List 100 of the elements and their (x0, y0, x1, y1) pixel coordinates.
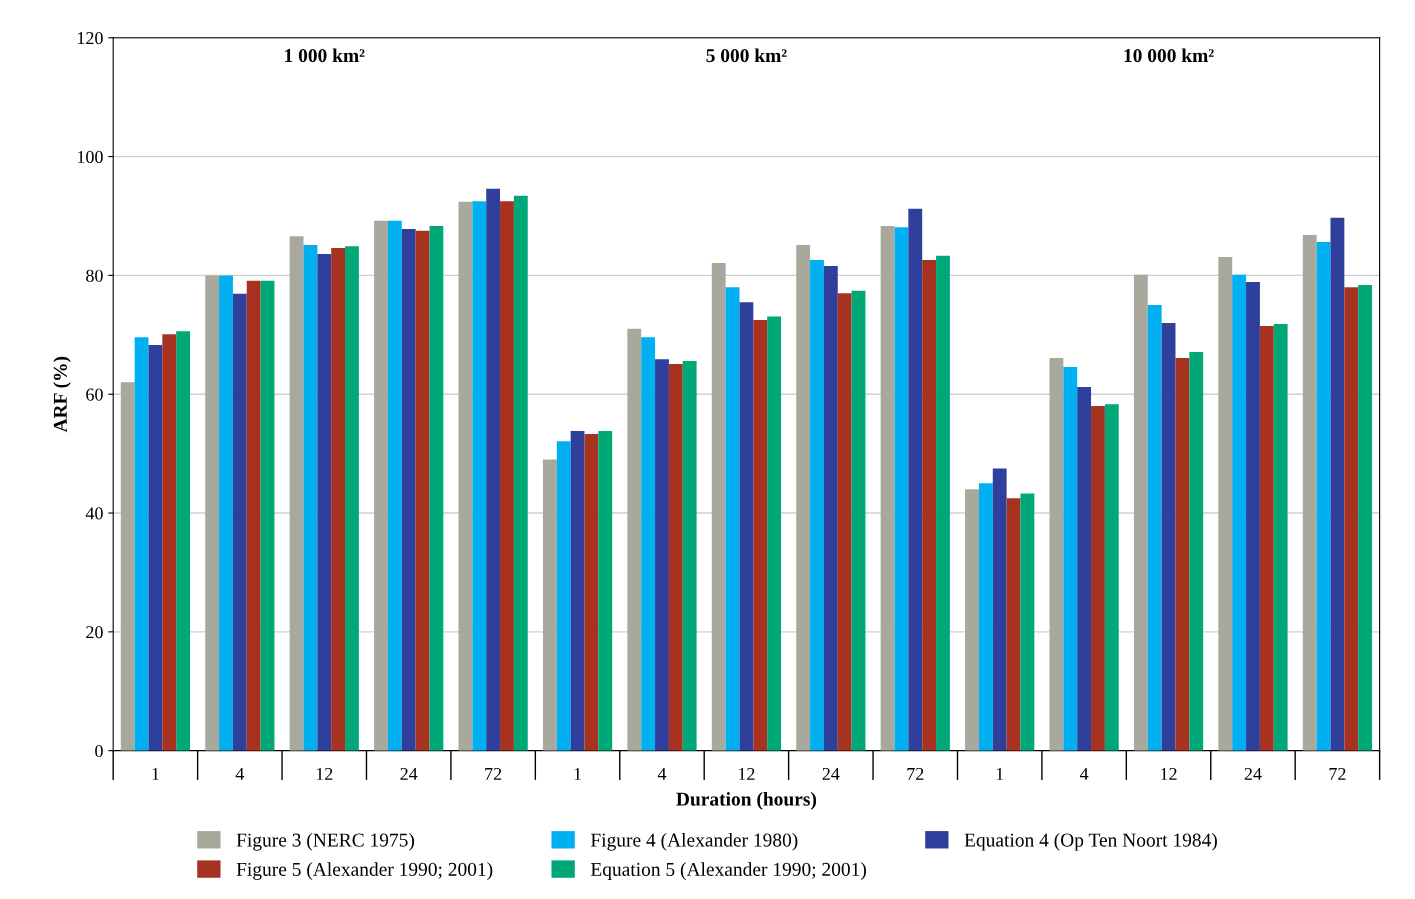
bar (1358, 284, 1373, 751)
bar (1232, 274, 1247, 751)
x-tick-label: 12 (1161, 767, 1177, 780)
legend-label: Equation 5 (Alexander 1990; 2001) (590, 862, 866, 880)
x-tick-label: 72 (485, 767, 502, 780)
bar (148, 344, 163, 751)
bar (429, 226, 444, 751)
bar (317, 254, 332, 751)
annotation: 1 000 km² (285, 48, 365, 63)
bar (767, 316, 782, 751)
bar (1316, 242, 1331, 751)
bar (331, 248, 346, 751)
bar (584, 434, 599, 751)
bar (965, 489, 979, 751)
bar (936, 255, 950, 751)
bar (810, 259, 824, 751)
bar (162, 334, 177, 751)
x-axis-title: Duration (hours) (676, 792, 817, 810)
bar (1175, 357, 1190, 751)
x-tick-label: 1 (574, 767, 581, 780)
bar (796, 245, 811, 751)
bar (1006, 498, 1021, 751)
bar (668, 363, 683, 751)
x-tick-label: 4 (657, 767, 667, 780)
bar (176, 331, 191, 751)
bar (1104, 404, 1119, 751)
bar (1259, 325, 1274, 751)
bar (682, 360, 697, 751)
bar (120, 382, 135, 751)
y-tick-label: 120 (77, 32, 103, 45)
y-tick-label: 60 (86, 388, 103, 401)
bar (655, 359, 669, 751)
x-tick-label: 4 (235, 767, 245, 780)
bar (880, 226, 895, 751)
bar (486, 188, 501, 751)
bar (1133, 274, 1148, 751)
bar (345, 246, 359, 751)
bar (542, 459, 557, 751)
bar (513, 195, 528, 751)
bar (739, 302, 754, 751)
bar (387, 220, 402, 751)
x-tick-label: 24 (400, 767, 418, 780)
y-tick-label: 20 (86, 626, 103, 639)
bar (978, 483, 993, 751)
bar (725, 287, 740, 751)
bar (374, 220, 388, 751)
bar (711, 262, 726, 751)
x-tick-label: 24 (1244, 767, 1262, 780)
bar (1273, 324, 1288, 751)
bar (641, 337, 656, 751)
bar (556, 441, 571, 751)
bar (415, 230, 430, 751)
bar (823, 265, 838, 751)
bar (246, 280, 261, 751)
bar (908, 208, 923, 751)
legend-label: Equation 4 (Op Ten Noort 1984) (964, 832, 1217, 851)
bar (851, 290, 866, 751)
y-axis-title: ARF (%) (53, 356, 71, 433)
y-tick-label: 0 (95, 744, 103, 758)
bar (289, 236, 304, 751)
bar (1218, 256, 1233, 751)
x-tick-label: 4 (1079, 767, 1089, 780)
bar (1091, 406, 1105, 751)
bar (1302, 235, 1317, 751)
bar (894, 227, 909, 751)
x-tick-label: 72 (1329, 767, 1346, 780)
bar (232, 293, 247, 751)
bar (401, 229, 416, 751)
bar (837, 293, 852, 751)
bar (922, 259, 937, 751)
x-tick-label: 1 (996, 767, 1004, 780)
bar (1063, 366, 1078, 751)
bar (1147, 305, 1162, 751)
x-tick-label: 1 (152, 767, 159, 780)
bar (458, 201, 473, 751)
bar (303, 245, 318, 751)
bar (205, 275, 220, 751)
bar (1077, 387, 1092, 751)
y-tick-label: 100 (77, 150, 103, 164)
bar (627, 328, 642, 751)
annotation: 5 000 km² (706, 48, 787, 63)
bar (1020, 493, 1035, 751)
x-tick-label: 12 (316, 767, 333, 780)
bar (1246, 281, 1260, 751)
bar (570, 431, 585, 751)
bar (134, 337, 149, 751)
annotation: 10 000 km² (1124, 48, 1214, 63)
y-tick-label: 40 (85, 507, 103, 520)
bar (1344, 287, 1359, 751)
bar (992, 468, 1007, 751)
x-tick-label: 24 (822, 767, 840, 780)
bar (472, 201, 487, 751)
bar (1161, 322, 1176, 751)
bar (753, 319, 768, 751)
bar (598, 431, 613, 751)
x-tick-label: 72 (907, 767, 924, 780)
legend-label: Figure 4 (Alexander 1980) (590, 832, 798, 851)
bar (1049, 357, 1064, 751)
bar (500, 201, 514, 751)
legend-label: Figure 3 (NERC 1975) (236, 832, 415, 851)
